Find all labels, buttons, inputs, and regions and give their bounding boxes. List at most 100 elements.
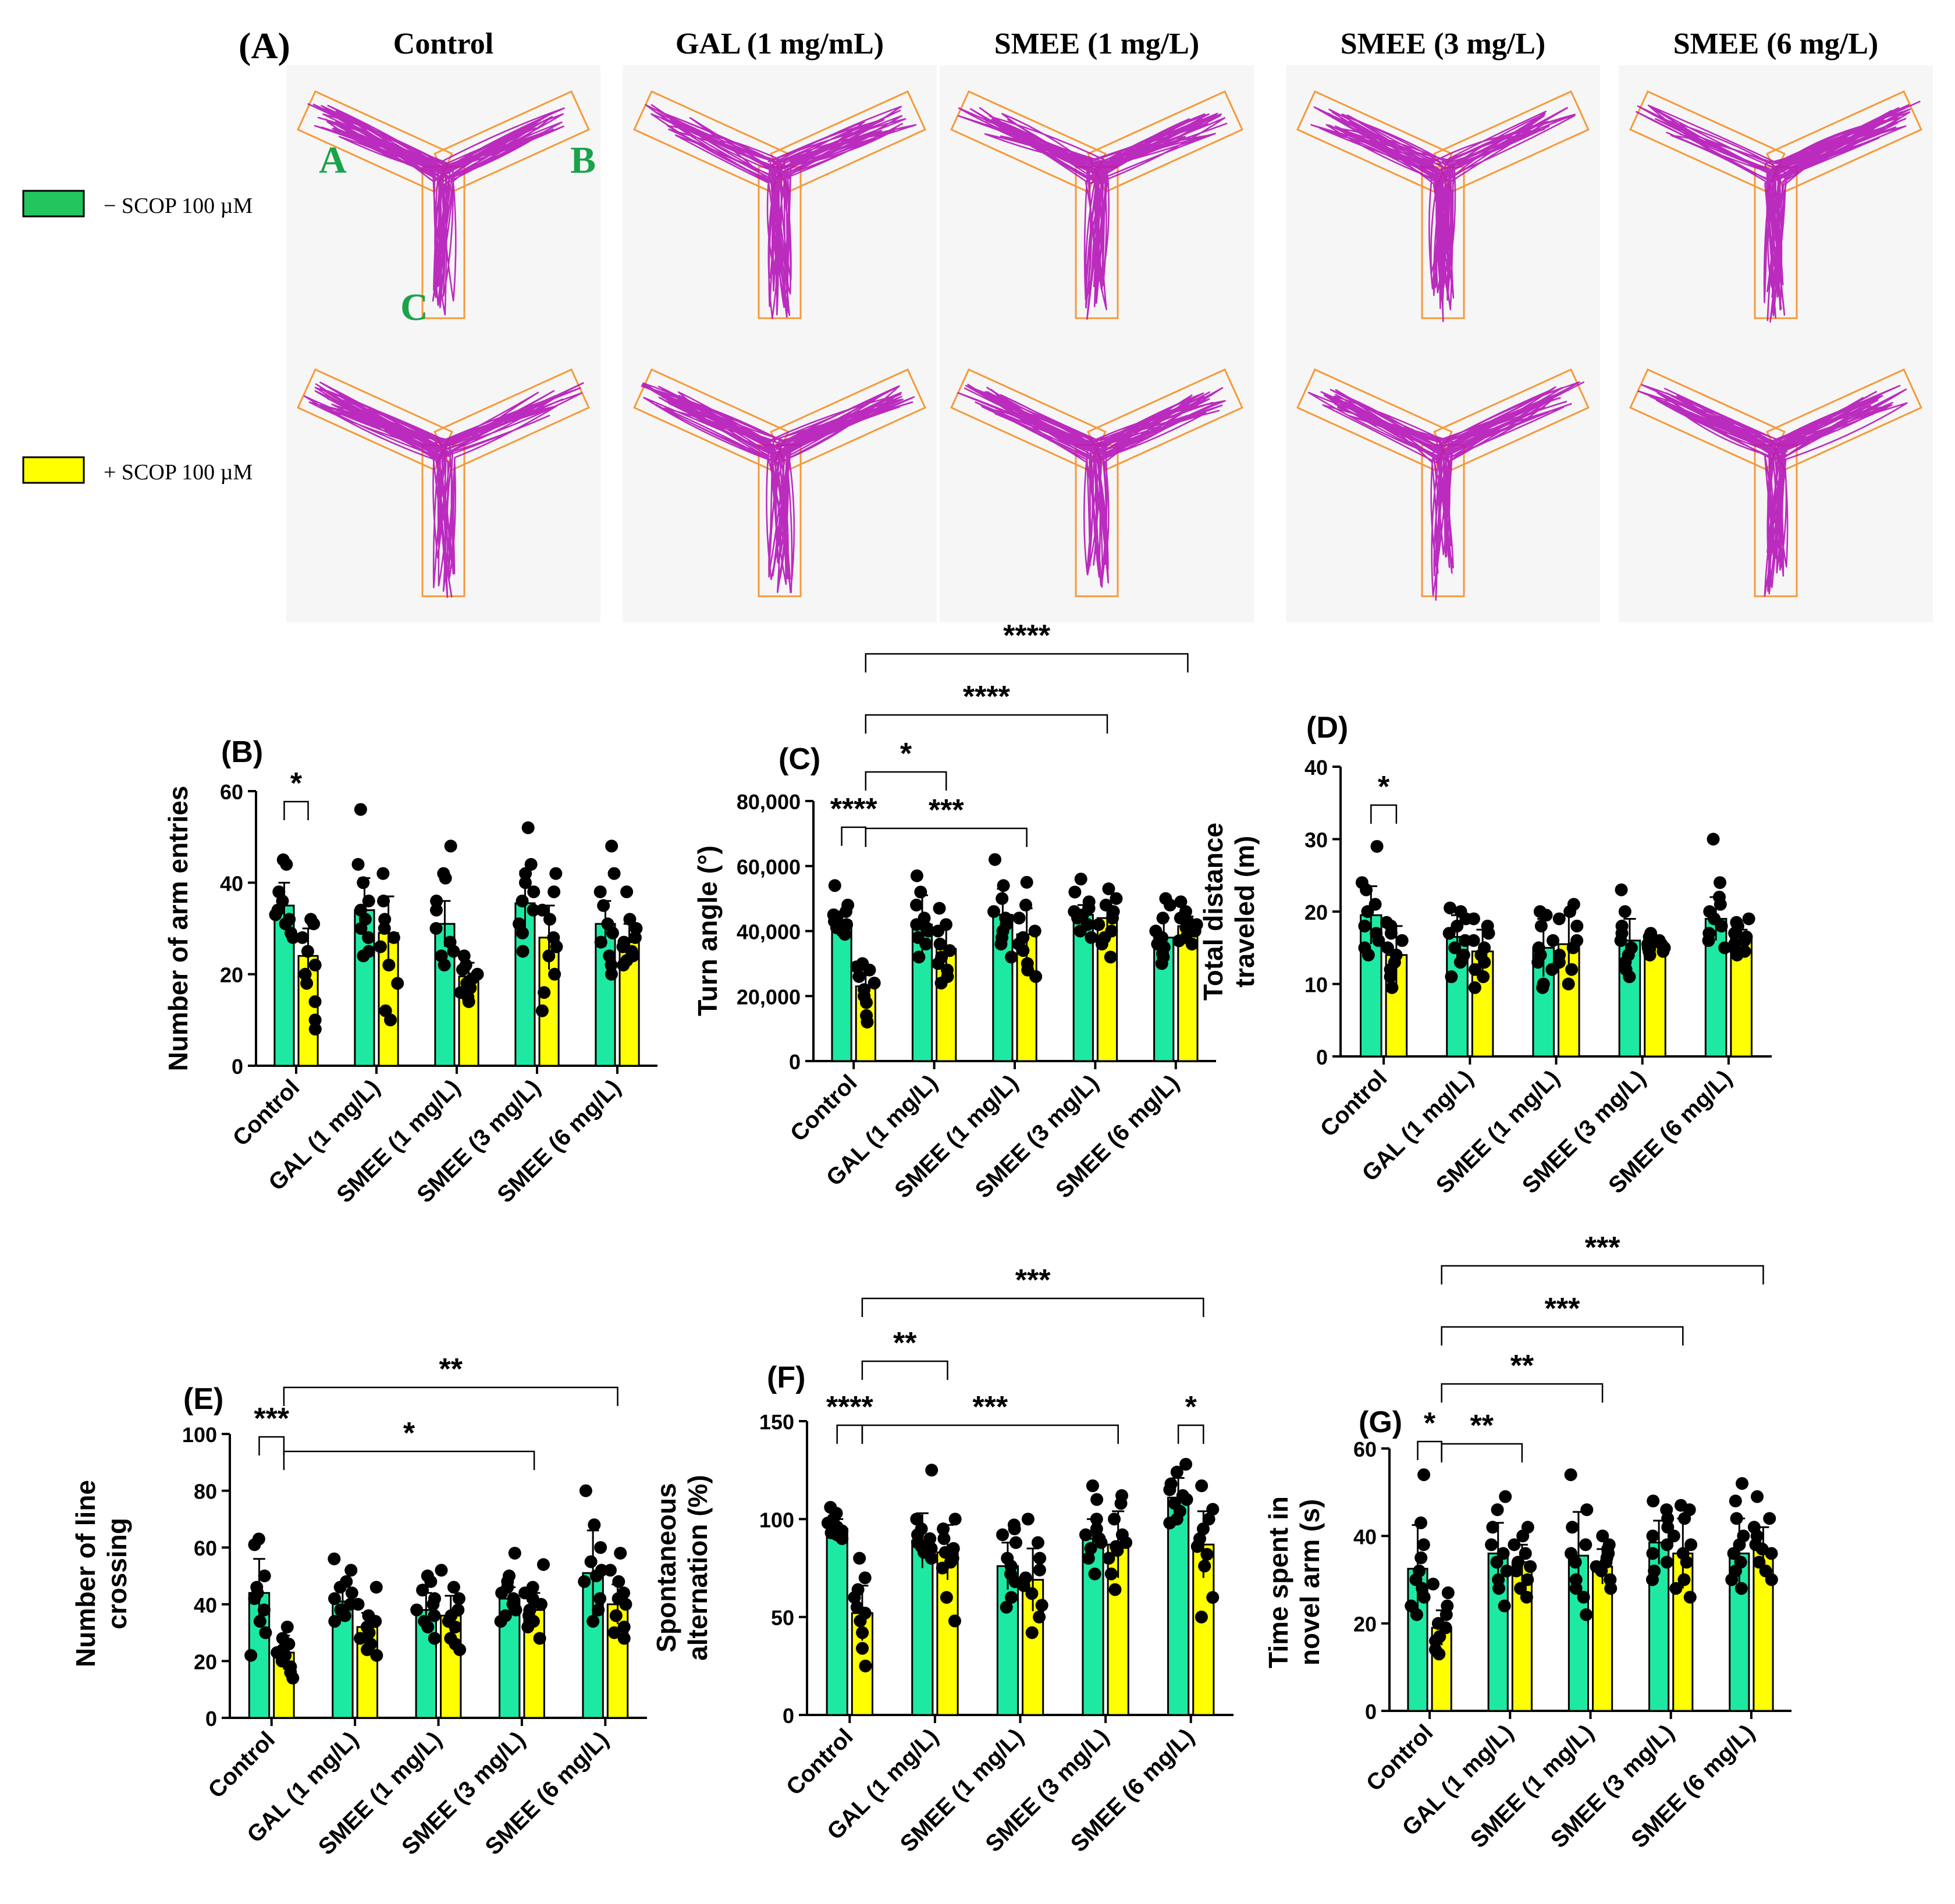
data-point xyxy=(1082,1551,1095,1565)
y-tick-label: 40 xyxy=(1304,756,1328,780)
x-tick-label: Control xyxy=(203,1727,280,1803)
data-point xyxy=(382,958,396,971)
data-point xyxy=(1370,839,1384,853)
data-point xyxy=(1094,1536,1108,1549)
data-point xyxy=(605,958,618,971)
y-tick-label: 0 xyxy=(1365,1700,1377,1724)
data-point xyxy=(1198,1560,1211,1573)
data-point xyxy=(1200,1547,1214,1561)
data-point xyxy=(623,913,637,926)
data-point xyxy=(338,1609,351,1622)
significance-label: *** xyxy=(1585,1231,1620,1265)
data-point xyxy=(919,937,933,951)
data-point xyxy=(1667,1529,1680,1543)
significance-bracket xyxy=(861,1297,1204,1317)
data-point xyxy=(536,1558,550,1571)
y-axis-label-line: crossing xyxy=(102,1518,132,1629)
y-tick-label: 20 xyxy=(1353,1613,1377,1636)
data-point xyxy=(910,869,923,882)
data-point xyxy=(605,839,619,853)
data-point xyxy=(1360,883,1373,896)
data-point xyxy=(456,963,469,976)
data-point xyxy=(1427,1578,1440,1591)
mouse-track xyxy=(303,382,584,598)
data-point xyxy=(1102,882,1115,895)
data-point xyxy=(605,967,618,981)
data-point xyxy=(424,1575,438,1588)
data-point xyxy=(597,899,610,912)
data-point xyxy=(1618,905,1631,918)
data-point xyxy=(1114,1497,1128,1510)
data-point xyxy=(1680,1556,1693,1569)
significance-bracket xyxy=(865,771,947,791)
significance-label: * xyxy=(290,767,303,800)
data-point xyxy=(376,867,390,880)
mouse-track xyxy=(958,107,1228,320)
data-point xyxy=(1020,876,1033,889)
data-point xyxy=(345,1586,358,1600)
data-point xyxy=(280,857,293,871)
data-point xyxy=(925,1551,938,1565)
data-point xyxy=(533,1632,546,1645)
x-tick-label: Control xyxy=(228,1074,305,1151)
data-point xyxy=(449,1620,462,1633)
data-point xyxy=(1033,1563,1046,1576)
chart-b: (B)Number of arm entries 0204060ControlGA… xyxy=(163,735,657,1208)
data-point xyxy=(301,945,314,958)
data-point xyxy=(438,958,451,971)
data-point xyxy=(1569,1582,1583,1595)
data-point xyxy=(369,1581,383,1594)
data-point xyxy=(1417,1590,1431,1604)
legend-label: + SCOP 100 µM xyxy=(104,460,253,485)
data-point xyxy=(612,1575,625,1588)
data-point xyxy=(620,885,634,899)
data-point xyxy=(614,1546,627,1560)
data-point xyxy=(1725,1573,1739,1586)
maze-cell xyxy=(1619,343,1933,622)
data-point xyxy=(495,1586,509,1600)
data-point xyxy=(1646,1529,1659,1543)
data-point xyxy=(1417,1468,1431,1482)
data-point xyxy=(351,1597,365,1611)
data-point xyxy=(1552,956,1566,969)
data-point xyxy=(444,839,457,853)
data-point xyxy=(1417,1538,1430,1551)
significance-bracket xyxy=(841,826,867,846)
data-point xyxy=(248,1538,261,1551)
data-point xyxy=(579,1484,592,1497)
y-axis-label: Number of linecrossing xyxy=(70,1480,132,1667)
data-point xyxy=(948,1614,961,1628)
y-tick-label: 0 xyxy=(205,1707,217,1731)
data-point xyxy=(259,1626,272,1639)
data-point xyxy=(1111,1544,1124,1557)
data-point xyxy=(1012,912,1026,925)
data-point xyxy=(521,1620,535,1633)
significance-label: *** xyxy=(1015,1264,1051,1297)
data-point xyxy=(1547,934,1560,947)
data-point xyxy=(543,913,556,926)
significance-bracket xyxy=(865,827,1028,847)
y-tick-label: 100 xyxy=(759,1508,794,1532)
data-point xyxy=(1155,957,1168,970)
mouse-track xyxy=(957,383,1226,588)
y-tick-label: 20 xyxy=(220,963,243,987)
significance-label: ** xyxy=(1470,1409,1494,1443)
data-point xyxy=(1520,1590,1533,1604)
panel-label: (G) xyxy=(1359,1405,1402,1439)
data-point xyxy=(328,1552,341,1565)
data-point xyxy=(1562,977,1575,991)
data-point xyxy=(1190,1540,1204,1553)
maze-cell xyxy=(623,343,937,622)
significance-bracket xyxy=(1441,1265,1764,1284)
data-point xyxy=(378,913,392,926)
data-point xyxy=(1751,1490,1764,1503)
data-point xyxy=(1433,1647,1446,1661)
data-point xyxy=(1029,970,1043,983)
data-point xyxy=(1730,948,1744,962)
maze-cell xyxy=(940,343,1254,622)
column-title: SMEE (3 mg/L) xyxy=(1341,27,1545,60)
data-point xyxy=(1453,956,1467,969)
data-point xyxy=(987,905,1001,918)
data-point xyxy=(1009,1536,1022,1549)
